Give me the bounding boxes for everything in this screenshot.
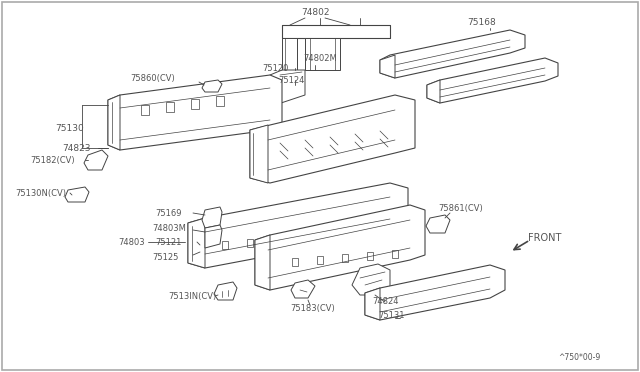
Text: 74823: 74823: [62, 144, 90, 153]
Text: 75125: 75125: [152, 253, 179, 263]
Text: FRONT: FRONT: [528, 233, 561, 243]
Polygon shape: [365, 265, 505, 320]
Text: 74803M: 74803M: [152, 224, 186, 232]
Text: 75861(CV): 75861(CV): [438, 203, 483, 212]
Text: 7513IN(CV): 7513IN(CV): [168, 292, 216, 301]
Polygon shape: [214, 282, 237, 300]
Text: 74803: 74803: [118, 237, 145, 247]
Polygon shape: [188, 183, 408, 268]
Polygon shape: [250, 95, 415, 183]
Text: 75130: 75130: [55, 124, 84, 132]
Polygon shape: [222, 241, 228, 249]
Polygon shape: [392, 250, 398, 258]
Polygon shape: [317, 256, 323, 264]
Polygon shape: [250, 125, 268, 183]
Polygon shape: [367, 252, 373, 260]
Polygon shape: [297, 235, 303, 243]
Text: 75124: 75124: [278, 76, 305, 84]
Text: 75169: 75169: [155, 208, 182, 218]
Polygon shape: [202, 80, 222, 92]
Polygon shape: [291, 280, 315, 298]
Polygon shape: [270, 70, 305, 105]
Polygon shape: [282, 25, 390, 38]
Text: 75131: 75131: [378, 311, 404, 320]
Text: 75168: 75168: [467, 17, 496, 26]
Text: 74802: 74802: [301, 7, 329, 16]
Text: 75183(CV): 75183(CV): [290, 304, 335, 312]
Polygon shape: [426, 215, 450, 233]
Polygon shape: [380, 55, 395, 78]
Polygon shape: [322, 233, 328, 241]
Polygon shape: [292, 258, 298, 266]
Polygon shape: [205, 225, 222, 248]
Text: 74824: 74824: [372, 298, 399, 307]
Polygon shape: [342, 254, 348, 262]
Polygon shape: [282, 38, 297, 70]
Polygon shape: [108, 95, 120, 150]
Polygon shape: [305, 38, 340, 70]
Polygon shape: [427, 58, 558, 103]
Polygon shape: [380, 30, 525, 78]
Polygon shape: [216, 96, 224, 106]
Polygon shape: [427, 80, 440, 103]
Text: 75121: 75121: [155, 237, 181, 247]
Text: ^750*00-9: ^750*00-9: [558, 353, 600, 362]
Polygon shape: [202, 207, 222, 228]
Polygon shape: [247, 239, 253, 247]
Polygon shape: [141, 105, 149, 115]
Text: 75120: 75120: [262, 64, 289, 73]
Polygon shape: [65, 187, 89, 202]
Polygon shape: [108, 75, 282, 150]
Polygon shape: [365, 288, 380, 320]
Text: 75182(CV): 75182(CV): [30, 155, 75, 164]
Text: 74802M: 74802M: [303, 54, 337, 62]
Polygon shape: [191, 99, 199, 109]
Polygon shape: [188, 218, 205, 268]
Text: 75130N(CV): 75130N(CV): [15, 189, 66, 198]
Polygon shape: [352, 264, 390, 295]
Polygon shape: [166, 102, 174, 112]
Polygon shape: [272, 237, 278, 245]
Polygon shape: [255, 205, 425, 290]
Polygon shape: [84, 150, 108, 170]
Polygon shape: [347, 231, 353, 239]
Polygon shape: [372, 229, 378, 237]
Text: 75860(CV): 75860(CV): [130, 74, 175, 83]
Polygon shape: [255, 235, 270, 290]
